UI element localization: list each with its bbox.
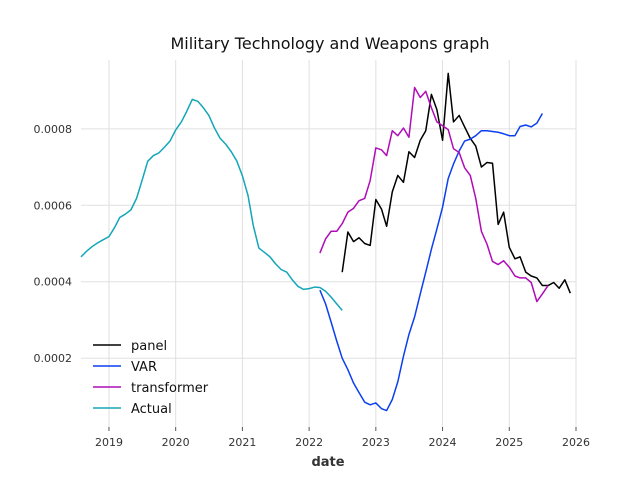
legend-label-var: VAR <box>131 360 157 375</box>
x-tick-label: 2025 <box>495 436 523 449</box>
grid-lines <box>81 60 577 427</box>
x-tick-label: 2023 <box>362 436 390 449</box>
legend-label-panel: panel <box>131 339 167 354</box>
x-tick-label: 2024 <box>429 436 457 449</box>
x-tick-label: 2019 <box>95 436 123 449</box>
series-lines <box>80 72 572 412</box>
y-tick-label: 0.0004 <box>34 276 73 289</box>
chart-title: Military Technology and Weapons graph <box>170 34 489 53</box>
legend: panel VAR transformer Actual <box>93 339 209 417</box>
x-axis-title: date <box>311 455 344 470</box>
y-tick-label: 0.0008 <box>34 123 73 136</box>
series-line-panel <box>341 72 572 294</box>
y-tick-label: 0.0006 <box>34 199 73 212</box>
series-line-actual <box>80 98 343 311</box>
x-tick-label: 2021 <box>228 436 256 449</box>
x-tick-label: 2026 <box>562 436 590 449</box>
y-tick-label: 0.0002 <box>34 352 73 365</box>
x-tick-label: 2020 <box>162 436 190 449</box>
x-tick-label: 2022 <box>295 436 323 449</box>
legend-label-transformer: transformer <box>131 381 209 396</box>
legend-label-actual: Actual <box>131 402 172 417</box>
series-line-transformer <box>319 86 549 303</box>
y-axis-ticks: 0.0002 0.0004 0.0006 0.0008 <box>34 123 73 365</box>
x-axis-ticks: 2019 2020 2021 2022 2023 2024 2025 2026 <box>95 427 590 449</box>
series-line-var <box>319 113 544 412</box>
